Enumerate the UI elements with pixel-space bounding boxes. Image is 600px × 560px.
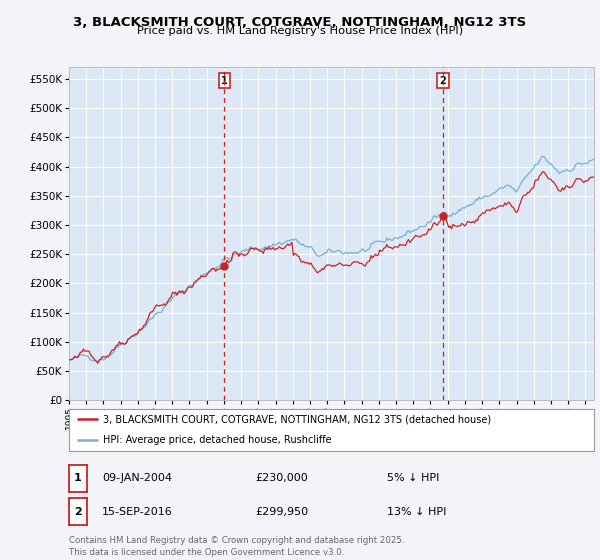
Text: 1: 1 (74, 473, 82, 483)
Text: 3, BLACKSMITH COURT, COTGRAVE, NOTTINGHAM, NG12 3TS: 3, BLACKSMITH COURT, COTGRAVE, NOTTINGHA… (73, 16, 527, 29)
Text: Price paid vs. HM Land Registry's House Price Index (HPI): Price paid vs. HM Land Registry's House … (137, 26, 463, 36)
Text: 2: 2 (74, 507, 82, 517)
Text: 2: 2 (439, 76, 446, 86)
Text: £230,000: £230,000 (255, 473, 308, 483)
Text: 15-SEP-2016: 15-SEP-2016 (102, 507, 173, 517)
Text: 09-JAN-2004: 09-JAN-2004 (102, 473, 172, 483)
Text: 13% ↓ HPI: 13% ↓ HPI (387, 507, 446, 517)
Text: £299,950: £299,950 (255, 507, 308, 517)
Text: HPI: Average price, detached house, Rushcliffe: HPI: Average price, detached house, Rush… (103, 435, 332, 445)
Text: Contains HM Land Registry data © Crown copyright and database right 2025.
This d: Contains HM Land Registry data © Crown c… (69, 536, 404, 557)
Text: 3, BLACKSMITH COURT, COTGRAVE, NOTTINGHAM, NG12 3TS (detached house): 3, BLACKSMITH COURT, COTGRAVE, NOTTINGHA… (103, 414, 491, 424)
Text: 1: 1 (221, 76, 228, 86)
Text: 5% ↓ HPI: 5% ↓ HPI (387, 473, 439, 483)
